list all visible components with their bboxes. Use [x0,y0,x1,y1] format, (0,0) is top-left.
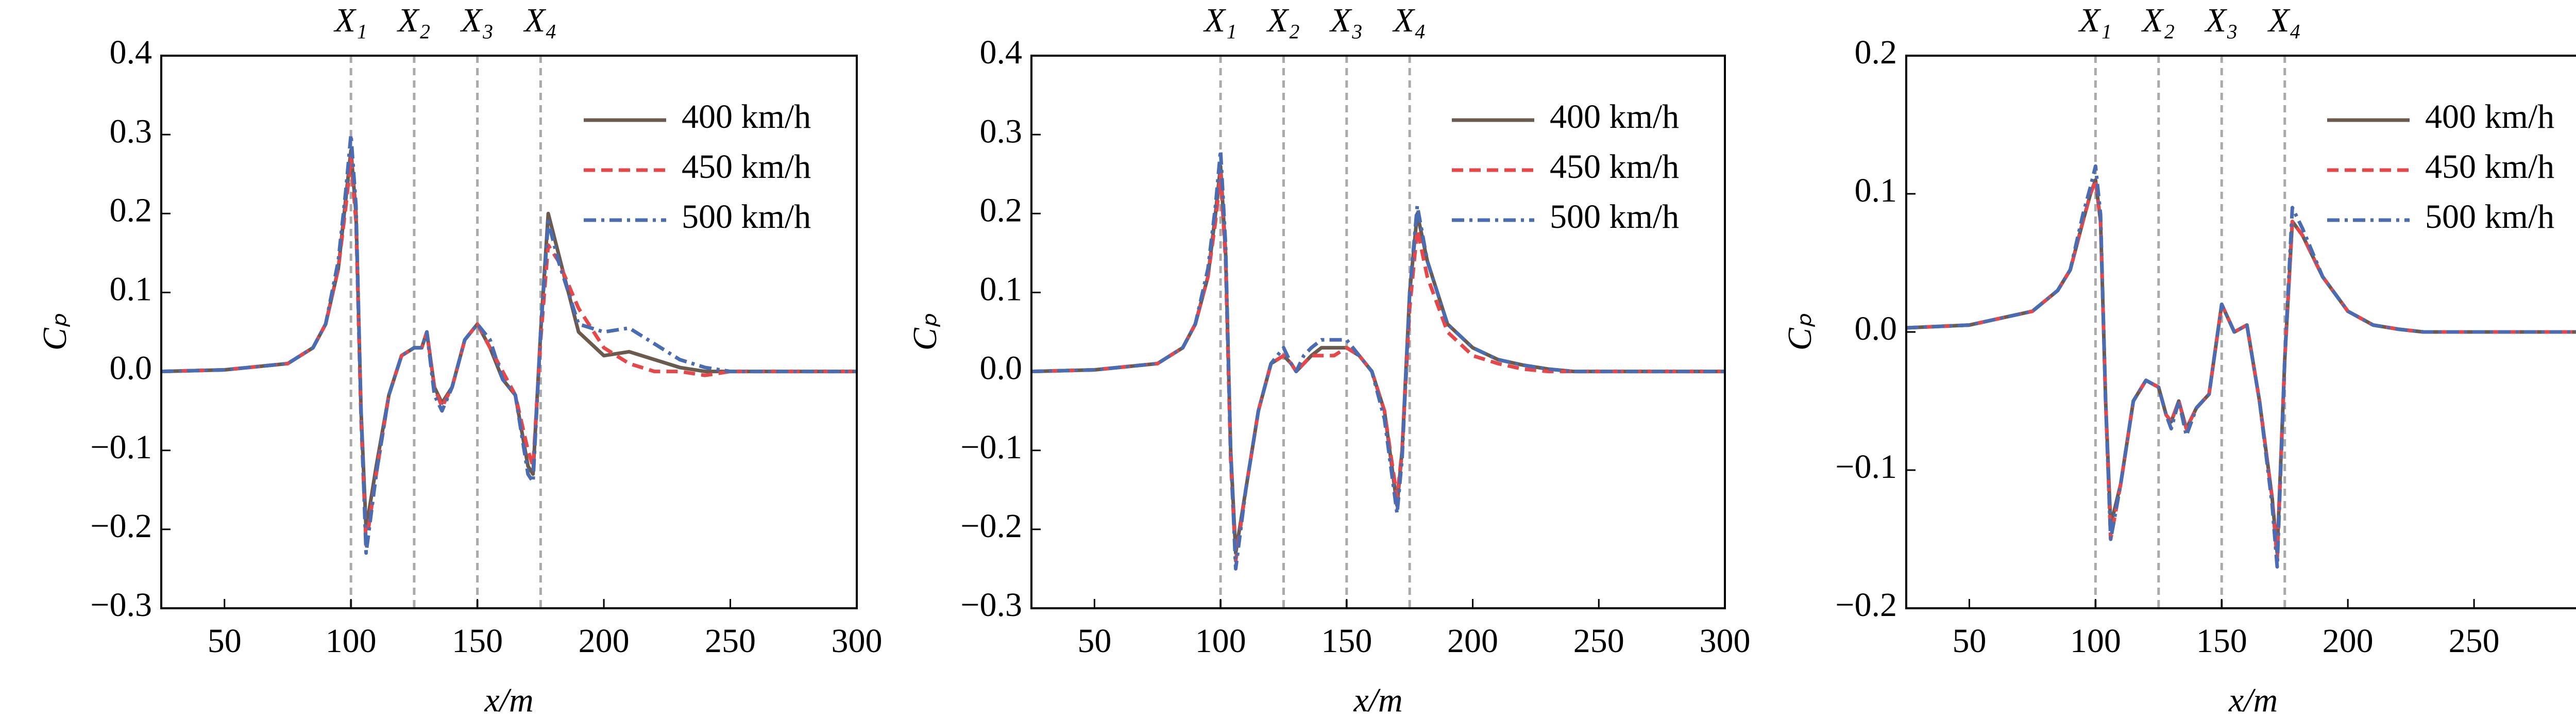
y-tick-label: 0.2 [1855,34,1897,71]
y-tick-label: 0.0 [980,349,1023,387]
legend-label: 500 km/h [1550,198,1679,236]
y-tick-label: 0.0 [110,349,152,387]
x-tick-label: 150 [2196,622,2247,660]
marker-label: X₂ [396,2,430,39]
legend-label: 450 km/h [1550,148,1679,186]
data-line [1031,148,1725,571]
x-tick-label: 250 [2449,622,2500,660]
y-axis-label: Cₚ [36,313,74,351]
x-tick-label: 250 [1573,622,1624,660]
x-tick-label: 50 [1077,622,1111,660]
y-tick-label: 0.0 [1855,310,1897,347]
x-tick-label: 50 [1952,622,1986,660]
x-tick-label: 50 [208,622,242,660]
marker-label: X₃ [460,2,494,39]
marker-label: X₁ [333,2,367,39]
y-tick-label: −0.1 [960,428,1022,466]
x-tick-label: 100 [2070,622,2121,660]
y-tick-label: −0.3 [90,586,152,624]
y-tick-label: −0.1 [90,428,152,466]
legend-label: 450 km/h [682,148,811,186]
x-tick-label: 150 [1321,622,1372,660]
x-axis-label: x/m [1353,681,1402,716]
x-tick-label: 100 [1195,622,1246,660]
y-tick-label: 0.1 [110,271,152,308]
chart-panel: X₁ X₂ X₃ X₄ −0.3 −0.2 −0.1 0.0 0.1 0.2 0.3 0.4 50 100… [36,2,882,716]
marker-label: X₁ [1202,2,1236,39]
y-axis-label: Cₚ [1781,313,1819,351]
data-line [161,132,857,555]
y-tick-label: −0.2 [1835,586,1897,624]
y-tick-label: 0.2 [110,191,152,229]
chart-panel: X₁ X₂ X₃ X₄ −0.2 −0.1 0.0 0.1 0.2 50 100 150 200 250 3… [1781,2,2576,716]
y-tick-label: −0.2 [90,507,152,545]
marker-label: X₄ [1392,2,1426,39]
y-tick-label: 0.3 [110,112,152,150]
y-tick-label: −0.2 [960,507,1022,545]
marker-label: X₄ [523,2,557,39]
marker-label: X₂ [1266,2,1300,39]
x-tick-label: 250 [705,622,756,660]
y-tick-label: 0.1 [1855,172,1897,209]
x-tick-label: 200 [579,622,630,660]
x-tick-label: 150 [452,622,503,660]
legend-label: 500 km/h [682,198,811,236]
x-tick-label: 100 [326,622,377,660]
marker-label: X₁ [2078,2,2112,39]
marker-label: X₃ [2204,2,2238,39]
chart-panel: X₁ X₂ X₃ X₄ −0.3 −0.2 −0.1 0.0 0.1 0.2 0.3 0.4 50 100… [906,2,1750,716]
x-axis-label: x/m [2228,681,2278,716]
y-tick-label: 0.4 [980,34,1023,71]
y-tick-label: 0.4 [110,34,152,71]
data-line [1906,178,2576,555]
y-axis-label: Cₚ [906,313,944,351]
plot-frame [1030,55,1726,609]
y-tick-label: −0.1 [1835,448,1897,486]
x-tick-label: 300 [832,622,883,660]
legend-label: 400 km/h [1550,98,1679,136]
legend-label: 400 km/h [682,98,811,136]
plot-frame [160,55,858,609]
legend-label: 400 km/h [2425,98,2554,136]
x-tick-label: 300 [1700,622,1751,660]
legend-label: 450 km/h [2425,148,2554,186]
marker-label: X₃ [1329,2,1363,39]
x-tick-label: 300 [2575,622,2576,660]
x-tick-label: 200 [1447,622,1498,660]
y-tick-label: 0.1 [980,271,1023,308]
y-tick-label: 0.3 [980,112,1023,150]
data-line [1906,178,2576,562]
data-line [1906,164,2576,569]
x-axis-label: x/m [484,681,533,716]
plot-frame [1905,55,2576,609]
marker-label: X₄ [2267,2,2301,39]
y-tick-label: −0.3 [960,586,1022,624]
legend-label: 500 km/h [2425,198,2554,236]
x-tick-label: 200 [2323,622,2374,660]
marker-label: X₂ [2141,2,2175,39]
y-tick-label: 0.2 [980,191,1023,229]
